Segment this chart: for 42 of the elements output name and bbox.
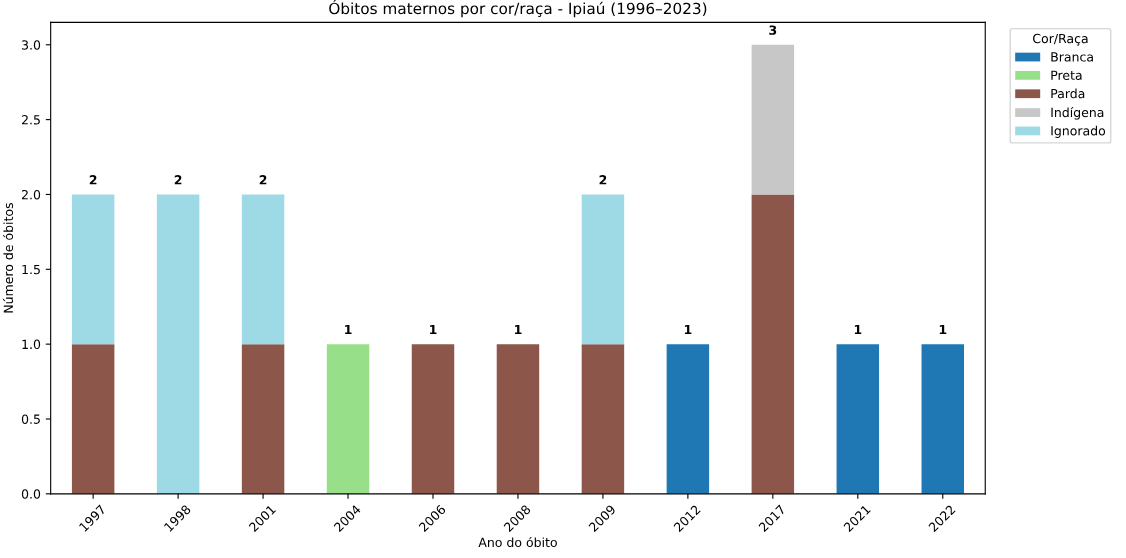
x-axis-title: Ano do óbito bbox=[478, 536, 557, 548]
total-label: 2 bbox=[174, 175, 182, 185]
y-axis-title: Número de óbitos bbox=[2, 203, 14, 313]
total-label: 1 bbox=[515, 324, 522, 335]
total-label: 1 bbox=[345, 324, 352, 335]
bar bbox=[71, 194, 115, 345]
total-label: 1 bbox=[684, 324, 692, 335]
total-label: 1 bbox=[939, 324, 947, 335]
total-label: 3 bbox=[769, 25, 777, 35]
legend-title: Cor/Raça bbox=[1033, 33, 1088, 46]
bar bbox=[156, 194, 200, 494]
legend-label: Ignorado bbox=[1051, 125, 1106, 138]
bar bbox=[411, 344, 455, 494]
y-tick-label: 0.0 bbox=[21, 489, 41, 499]
bar bbox=[751, 44, 795, 195]
chart-title: Óbitos maternos por cor/raça - Ipiaú (1996–2023) bbox=[329, 0, 707, 18]
total-label: 1 bbox=[430, 324, 437, 335]
y-tick-label: 0.5 bbox=[21, 414, 40, 424]
bar bbox=[666, 344, 710, 494]
y-tick-label: 3.0 bbox=[22, 40, 41, 50]
y-tick-label: 1.5 bbox=[22, 264, 40, 275]
bar bbox=[581, 344, 625, 494]
total-label: 2 bbox=[599, 175, 607, 185]
legend-label: Branca bbox=[1051, 52, 1093, 62]
bar bbox=[241, 194, 285, 345]
legend-label: Parda bbox=[1051, 88, 1085, 99]
legend-label: Preta bbox=[1051, 70, 1082, 80]
total-label: 1 bbox=[854, 324, 862, 335]
bar bbox=[581, 194, 625, 345]
legend-label: Indígena bbox=[1051, 106, 1104, 120]
bar bbox=[241, 344, 285, 494]
total-label: 2 bbox=[89, 175, 97, 185]
bar bbox=[71, 344, 115, 494]
bar bbox=[326, 344, 370, 494]
bar bbox=[751, 194, 795, 494]
y-tick-label: 2.5 bbox=[21, 115, 40, 125]
bar bbox=[921, 344, 965, 494]
total-label: 2 bbox=[259, 175, 267, 185]
y-tick-label: 2.0 bbox=[21, 189, 41, 200]
bar bbox=[836, 344, 880, 494]
bar bbox=[496, 344, 540, 494]
y-tick-label: 1.0 bbox=[22, 339, 41, 350]
